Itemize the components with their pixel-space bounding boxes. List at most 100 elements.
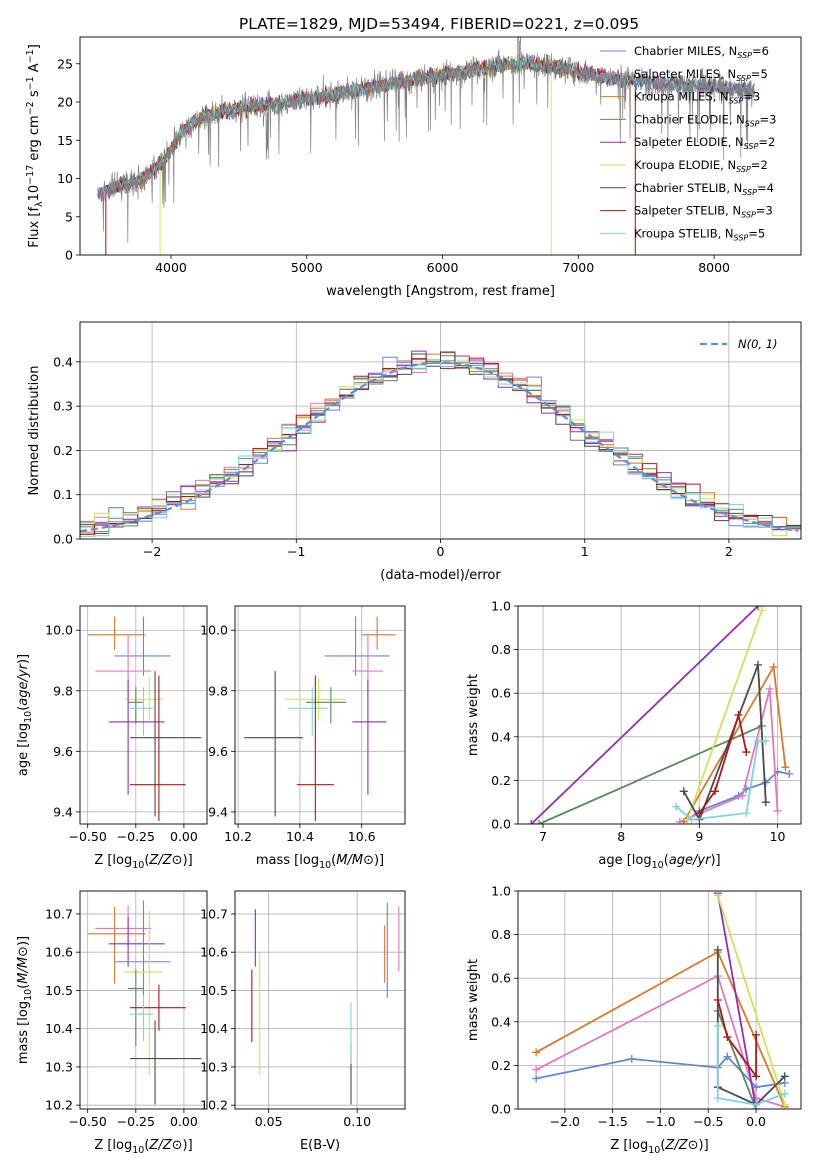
- legend-entry: Kroupa STELIB, NSSP=5: [634, 226, 765, 242]
- x-tick-label: 0: [437, 544, 445, 559]
- y-tick-label: 5: [65, 209, 73, 224]
- x-tick-label: 0.00: [170, 829, 198, 844]
- weight-marker: [757, 606, 766, 615]
- weight-marker: [713, 1022, 722, 1031]
- weight-series-line: [679, 688, 779, 823]
- axes-frame: [517, 890, 802, 1110]
- plot-area-age-vs-mass: [244, 616, 396, 821]
- x-tick-label: −0.50: [69, 829, 107, 844]
- legend-model-name: Kroupa ELODIE: [634, 158, 720, 172]
- weight-marker: [687, 815, 696, 824]
- y-tick-label: 0.8: [491, 642, 511, 657]
- weight-marker: [723, 1052, 732, 1061]
- y-tick-label: 0.2: [491, 773, 511, 788]
- legend-nssp-value: 6: [762, 44, 769, 58]
- weight-marker: [780, 1089, 789, 1098]
- weight-marker: [781, 763, 790, 772]
- weight-marker: [627, 1054, 636, 1063]
- legend-model-name: Chabrier MILES: [634, 44, 721, 58]
- y-tick-label: 9.4: [208, 804, 228, 819]
- legend-nssp-value: 2: [760, 158, 767, 172]
- y-tick-label: 0.4: [491, 1014, 511, 1029]
- weight-series-line: [698, 711, 748, 814]
- weight-marker: [671, 802, 680, 811]
- x-tick-label: 8: [617, 829, 625, 844]
- legend-model-name: Salpeter STELIB: [634, 204, 725, 218]
- x-tick-label: 10: [770, 829, 786, 844]
- y-tick-label: 10.4: [45, 1021, 73, 1036]
- axes-frame: [234, 890, 406, 1110]
- legend-nssp-value: 3: [769, 112, 776, 126]
- weight-marker: [754, 606, 763, 610]
- observed-spectrum-line: [97, 37, 756, 243]
- legend-nssp-value: 3: [753, 90, 760, 104]
- y-tick-label: 15: [57, 133, 73, 148]
- normal-reference-curve: [80, 361, 799, 533]
- y-tick-label: 0.6: [491, 971, 511, 986]
- axes-frame: [517, 605, 802, 825]
- legend-entry: Chabrier ELODIE, NSSP=3: [634, 112, 776, 128]
- y-axis-label: mass weight: [466, 674, 481, 756]
- legend-nssp-value: 4: [767, 181, 774, 195]
- weight-series-line: [716, 893, 757, 1109]
- plot-area-mass-vs-Z: [87, 900, 202, 1105]
- weight-marker: [713, 891, 722, 900]
- legend-entry: Chabrier STELIB, NSSP=4: [634, 181, 774, 197]
- plot-area-mass-vs-ebv: [251, 902, 400, 1105]
- x-tick-label: 10.2: [224, 829, 252, 844]
- panel-mass-vs-ebv: 0.05 0.10 10.2 10.3 10.4 10.5 10.6 10.7 E(B-V): [200, 890, 406, 1153]
- plot-area-age-vs-Z: [87, 616, 202, 821]
- x-axis-label: E(B-V): [300, 1138, 340, 1153]
- y-axis-label: mass weight: [466, 959, 481, 1041]
- y-tick-label: 1.0: [491, 884, 511, 899]
- legend-entry: Salpeter STELIB, NSSP=3: [634, 204, 773, 220]
- y-tick-label: 10.4: [200, 1021, 228, 1036]
- legend-entry: N(0, 1): [738, 337, 778, 351]
- weight-marker: [769, 663, 778, 672]
- x-tick-label: 10.4: [286, 829, 314, 844]
- weight-marker: [742, 748, 751, 757]
- panel-weight-vs-age: 7 8 9 10 0.0 0.2 0.4 0.6 0.8 1.0 age [log10(age/yr…: [466, 599, 802, 871]
- x-tick-label: 0.00: [170, 1114, 198, 1129]
- weight-marker: [535, 820, 544, 824]
- y-tick-label: 10.3: [200, 1059, 228, 1074]
- legend-model-name: Kroupa STELIB: [634, 226, 718, 240]
- x-tick-label: 7: [539, 829, 547, 844]
- y-tick-label: 10.0: [200, 623, 228, 638]
- y-tick-label: 10: [57, 171, 73, 186]
- weight-marker: [713, 996, 722, 1004]
- weight-marker: [742, 809, 751, 818]
- y-axis-label: mass [log10(M/M⊙)]: [16, 936, 34, 1064]
- weight-series-line: [535, 974, 785, 1108]
- legend-entry: Salpeter ELODIE, NSSP=2: [634, 135, 775, 151]
- weight-marker: [711, 787, 720, 796]
- y-tick-label: 10.3: [45, 1059, 73, 1074]
- weight-marker: [752, 1030, 761, 1039]
- y-tick-label: 0.4: [53, 354, 73, 369]
- panels: 4000 5000 6000 7000 80000510152025wavelength…: [16, 36, 802, 1156]
- weight-series-line: [716, 999, 757, 1080]
- weight-marker: [723, 1033, 732, 1042]
- axes-frame: [79, 605, 208, 825]
- legend-nssp-value: 5: [760, 67, 767, 81]
- y-tick-label: 0.3: [53, 399, 73, 414]
- x-axis-label: Z [log10(Z/Z⊙)]: [94, 853, 192, 871]
- weight-marker: [773, 806, 782, 815]
- legend-model-name: Kroupa MILES: [634, 90, 713, 104]
- weight-marker: [761, 737, 770, 746]
- legend-model-name: Salpeter ELODIE: [634, 135, 728, 149]
- y-tick-label: 10.6: [45, 945, 73, 960]
- weight-marker: [713, 945, 722, 954]
- x-tick-label: 6000: [427, 260, 459, 275]
- legend-entry: Kroupa MILES, NSSP=3: [634, 90, 760, 106]
- y-tick-label: 10.5: [45, 983, 73, 998]
- y-axis-label: age [log10(age/yr)]: [16, 654, 34, 776]
- x-axis-label: age [log10(age/yr)]: [598, 853, 720, 871]
- x-tick-label: −0.50: [69, 1114, 107, 1129]
- panel-weight-vs-Z: −2.0 −1.5 −1.0 −0.5 0.0 0.0 0.2 0.4 0.6 0.8 1.0 Z […: [466, 884, 802, 1156]
- weight-marker: [754, 660, 763, 669]
- weight-marker: [780, 1072, 789, 1081]
- weight-marker: [679, 787, 688, 796]
